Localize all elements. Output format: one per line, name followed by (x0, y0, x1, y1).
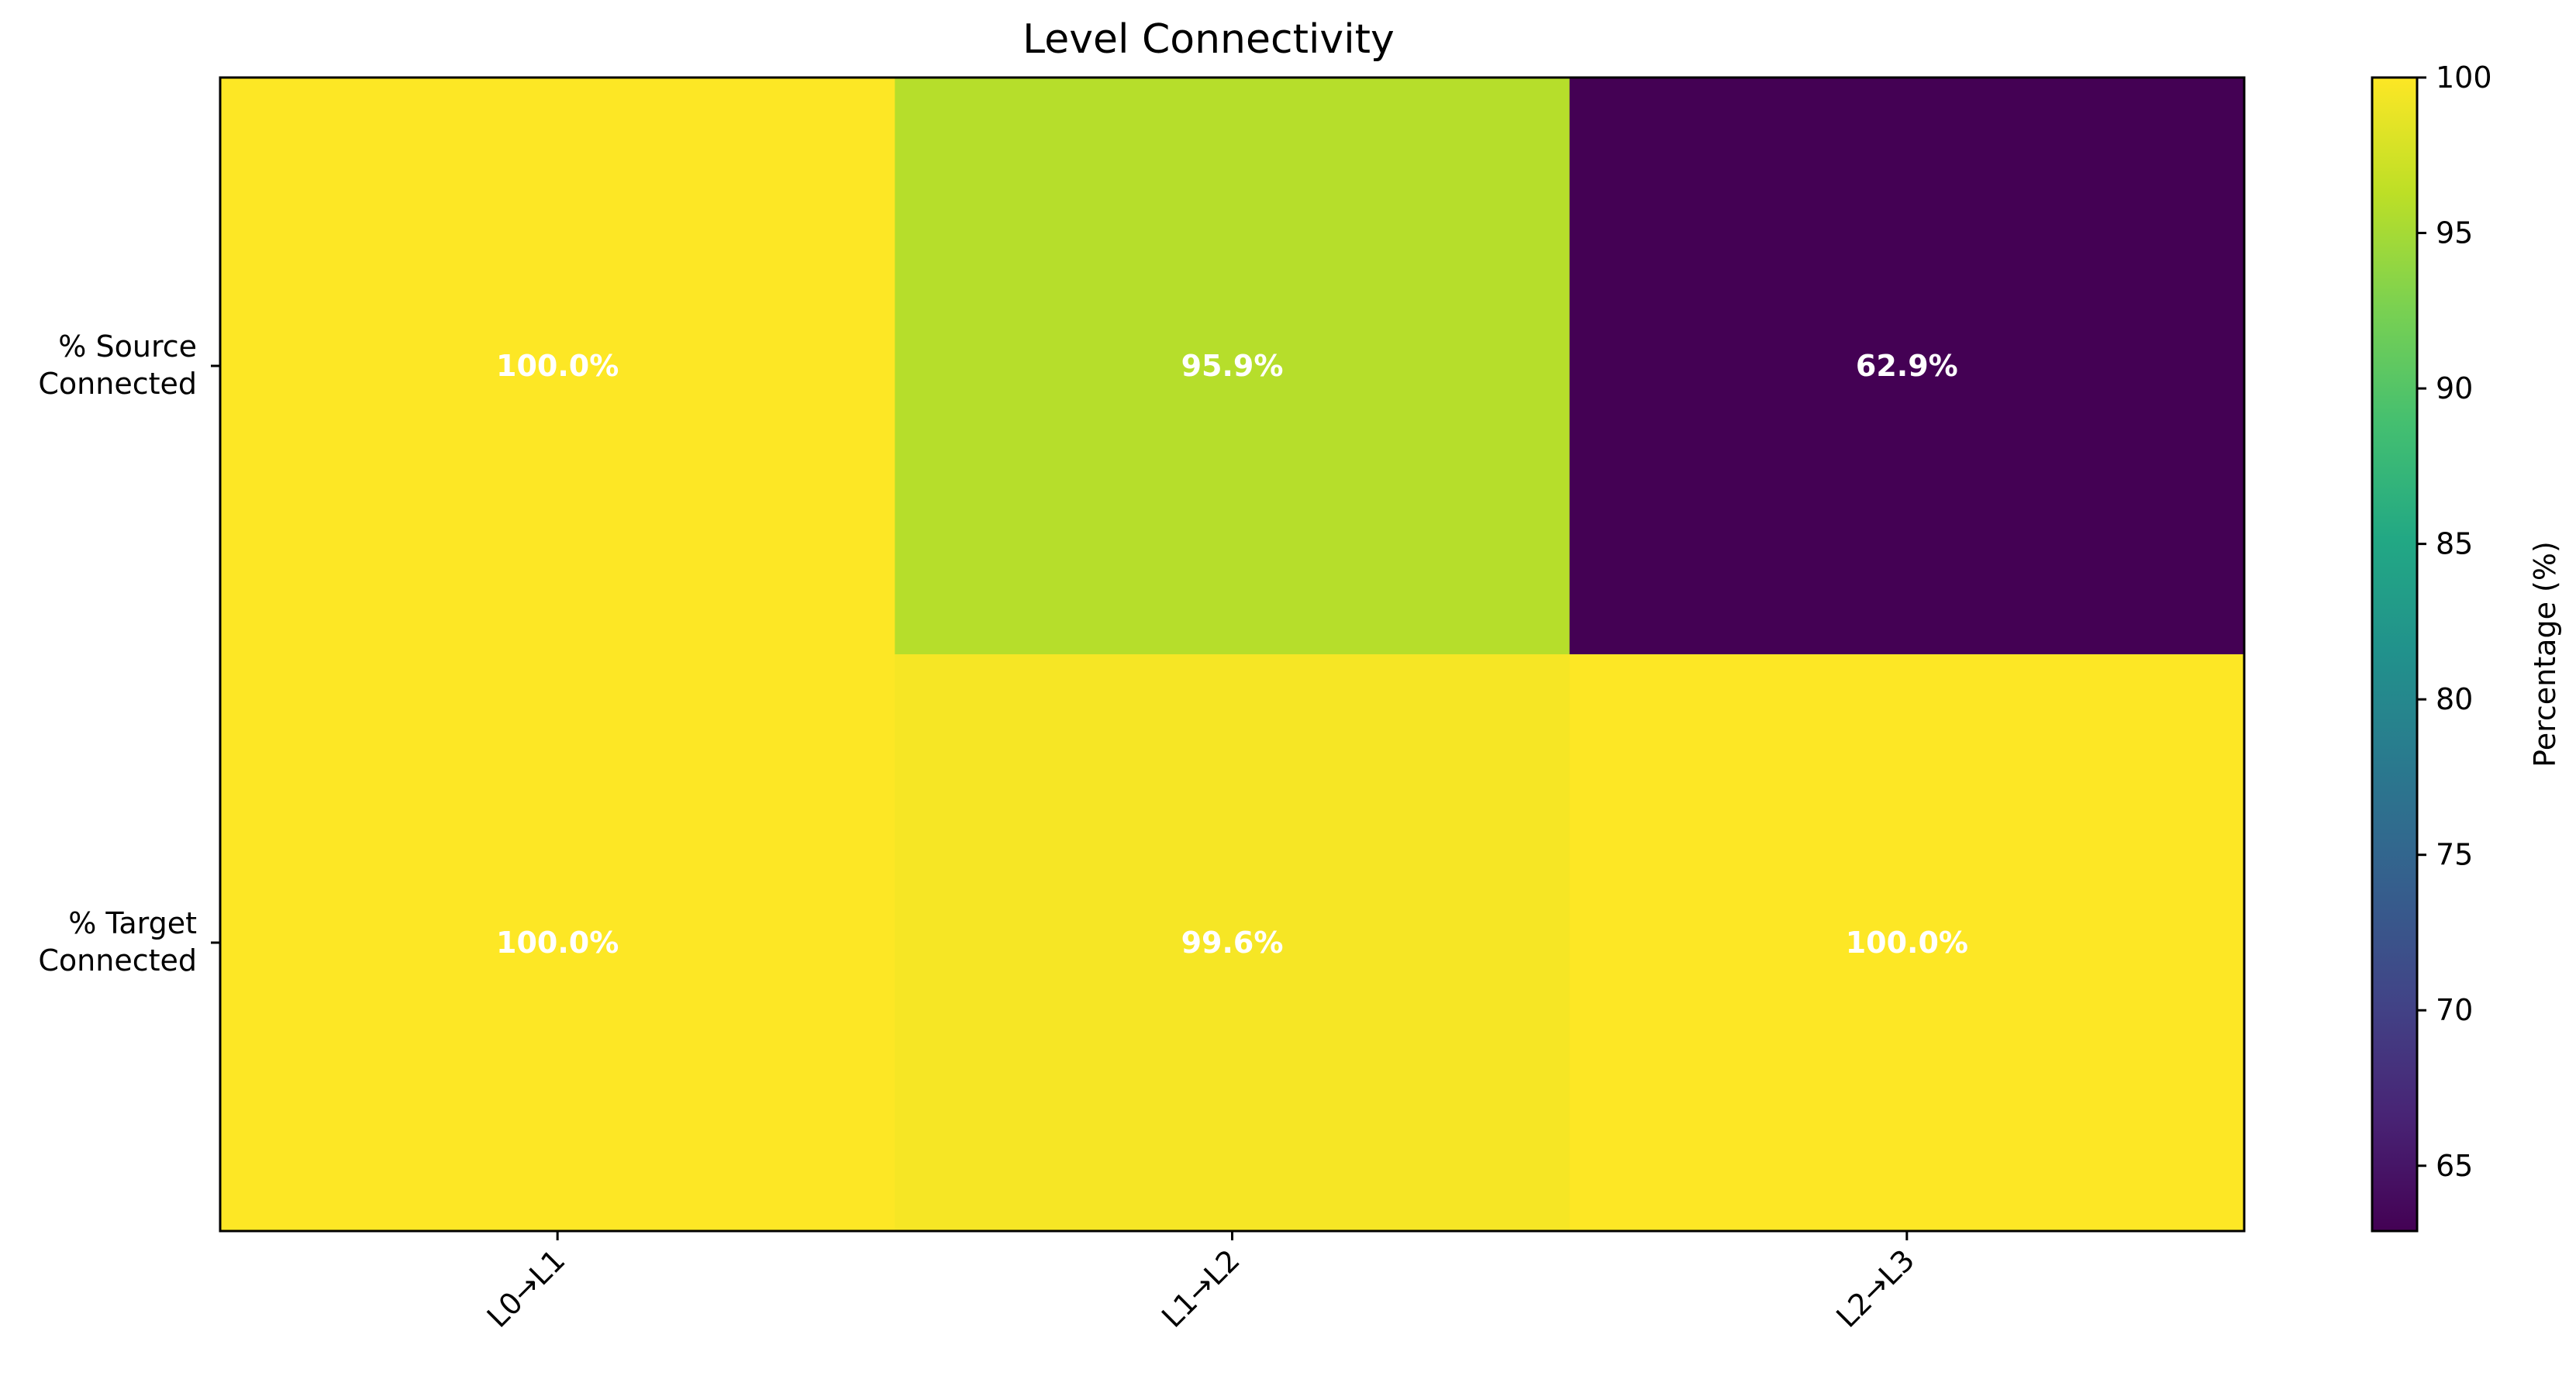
colorbar-frame (2371, 76, 2419, 1233)
colorbar: 65 70 75 80 85 90 95 100 Percentage (%) (2371, 60, 2562, 1233)
heatmap-cell-r1-c0 (220, 654, 895, 1232)
heatmap-cell-r1-c1 (895, 654, 1571, 1232)
heatmap-cells (220, 78, 2245, 1232)
y-tick-label: % Target Connected (38, 906, 197, 978)
heatmap-cell-labels: 100.0% 95.9% 62.9% 100.0% 99.6% 100.0% (496, 349, 1968, 960)
cell-value-label: 100.0% (496, 926, 619, 960)
colorbar-tick-label: 80 (2436, 682, 2473, 716)
x-tick-label: L2→L3 (1829, 1243, 1921, 1334)
x-tick-label: L1→L2 (1155, 1243, 1247, 1334)
cell-value-label: 95.9% (1181, 349, 1284, 383)
x-axis: L0→L1 L1→L2 L2→L3 (481, 1231, 1921, 1334)
heatmap-cell-r1-c2 (1569, 654, 2245, 1232)
cell-value-label: 62.9% (1856, 349, 1958, 383)
cell-value-label: 100.0% (496, 349, 619, 383)
colorbar-tick-label: 70 (2436, 993, 2473, 1027)
colorbar-gradient (2372, 78, 2417, 1231)
heatmap-cell-r0-c1 (895, 78, 1571, 655)
colorbar-label: Percentage (%) (2528, 541, 2562, 767)
colorbar-tick-label: 65 (2436, 1149, 2473, 1183)
colorbar-tick-label: 75 (2436, 838, 2473, 872)
y-tick-label: % Source Connected (38, 329, 197, 401)
x-tick-label: L0→L1 (481, 1243, 572, 1334)
colorbar-tick-label: 95 (2436, 216, 2473, 250)
cell-value-label: 100.0% (1846, 926, 1968, 960)
y-axis: % Source Connected % Target Connected (38, 329, 220, 978)
heatmap-cell-r0-c2 (1569, 78, 2245, 655)
colorbar-tick-label: 90 (2436, 371, 2473, 405)
cell-value-label: 99.6% (1181, 926, 1284, 960)
chart-title: Level Connectivity (1022, 16, 1395, 63)
colorbar-tick-label: 100 (2436, 60, 2492, 95)
heatmap-cell-r0-c0 (220, 78, 895, 655)
colorbar-tick-label: 85 (2436, 527, 2473, 561)
